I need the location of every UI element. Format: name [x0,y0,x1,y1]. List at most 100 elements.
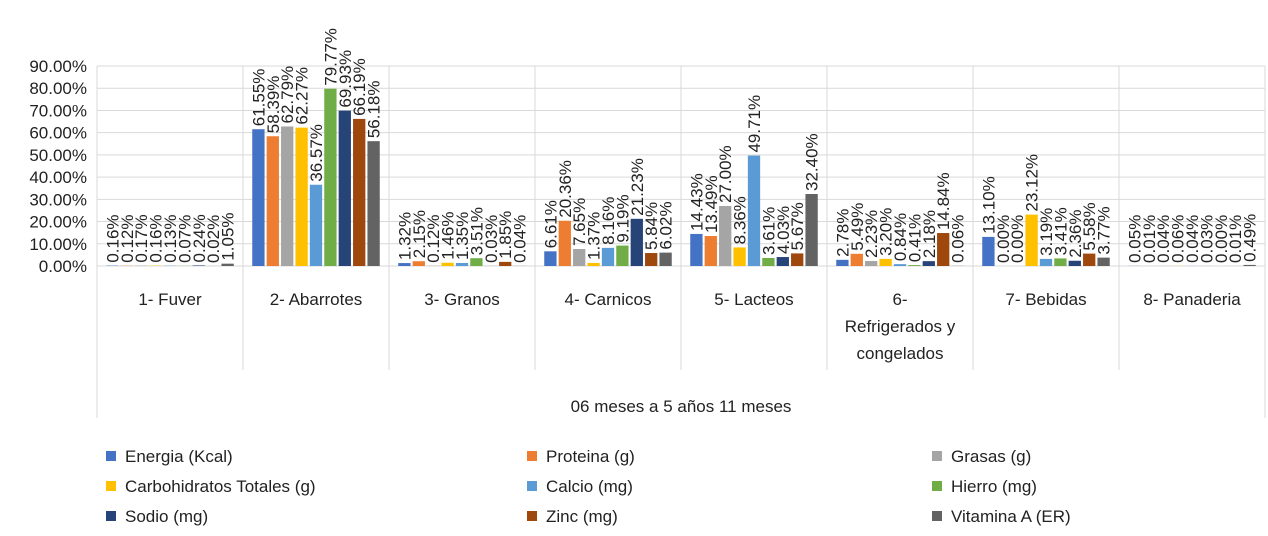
bar [805,194,818,266]
bar [836,259,849,266]
data-label: 1.46% [439,212,458,260]
bar [1243,264,1256,266]
bar [470,258,483,266]
legend-swatch [932,511,942,521]
legend-label: Sodio (mg) [125,507,208,526]
y-tick-label: 0.00% [39,257,87,276]
data-label: 66.19% [350,58,369,116]
data-label: 49.71% [745,95,764,153]
data-label: 27.00% [716,145,735,203]
data-label: 0.04% [1183,215,1202,263]
data-label: 56.18% [365,80,384,138]
y-tick-label: 80.00% [29,79,87,98]
group-label: 06 meses a 5 años 11 meses [571,397,792,416]
bar [558,220,571,266]
data-label: 14.84% [934,172,953,230]
data-label: 2.36% [1066,210,1085,258]
bar [499,261,512,266]
y-tick-label: 70.00% [29,101,87,120]
legend-label: Carbohidratos Totales (g) [125,477,316,496]
data-label: 0.00% [1008,215,1027,263]
category-label: 5- Lacteos [714,290,793,309]
legend-label: Vitamina A (ER) [951,507,1071,526]
data-label: 79.77% [321,28,340,86]
data-label: 21.23% [628,158,647,216]
data-label: 0.05% [1125,215,1144,263]
axes: 0.00% 10.00% 20.00% 30.00% 40.00% 50.00% 60.00… [29,57,1266,418]
data-label: 13.10% [979,176,998,234]
data-label: 0.01% [1226,215,1245,263]
bar [747,155,761,266]
bar [922,261,935,266]
bar [733,247,746,266]
data-label: 7.65% [570,198,589,246]
category-label: 3- Granos [424,290,500,309]
bar [776,257,789,266]
y-tick-label: 10.00% [29,235,87,254]
data-label: 2.78% [833,209,852,257]
legend-label: Zinc (mg) [546,507,618,526]
data-label: 14.43% [687,173,706,231]
legend-swatch [106,451,116,461]
data-label: 3.19% [1037,208,1056,256]
bar [893,264,907,266]
data-label: 6.61% [541,200,560,248]
data-label: 61.55% [249,69,268,127]
legend-swatch [527,451,537,461]
bar [1068,260,1081,266]
bar [338,110,351,266]
bar [719,206,732,266]
legend-label: Proteina (g) [546,447,635,466]
data-label: 2.15% [410,210,429,258]
data-label: 13.49% [702,175,721,233]
data-label: 2.18% [920,210,939,258]
bar [1025,214,1038,266]
bar [221,263,234,266]
data-label: 6.02% [657,201,676,249]
bar [1054,258,1067,266]
bar [865,261,878,266]
bar [850,253,863,266]
bar [1039,258,1053,266]
legend-label: Energia (Kcal) [125,447,233,466]
bar [412,261,425,266]
legend-swatch [932,481,942,491]
bar [908,265,921,266]
y-tick-label: 40.00% [29,168,87,187]
data-label: 9.19% [613,194,632,242]
data-label: 0.12% [424,215,443,263]
data-label: 36.57% [307,124,326,182]
data-label: 5.84% [642,202,661,250]
legend: Energia (Kcal) Proteina (g) Grasas (g) Carb… [106,447,1071,526]
data-label: 1.05% [219,212,238,260]
data-label: 3.41% [1051,207,1070,255]
data-label: 69.93% [336,50,355,108]
data-label: 8.16% [599,197,618,245]
bar [398,263,411,266]
data-labels: 0.16%0.12%0.17%0.16%0.13%0.07%0.24%0.02%… [103,28,1259,263]
y-tick-label: 60.00% [29,124,87,143]
data-label: 0.02% [204,215,223,263]
bar [309,184,323,266]
data-label: 0.12% [118,215,137,263]
bar [1097,257,1110,266]
data-label: 1.37% [585,212,604,260]
data-label: 1.85% [496,211,515,259]
bar [659,252,672,266]
bar [630,218,643,266]
legend-label: Grasas (g) [951,447,1031,466]
bar [616,245,629,266]
y-tick-label: 50.00% [29,146,87,165]
data-label: 0.17% [132,214,151,262]
bar [252,129,265,266]
data-label: 20.36% [556,160,575,218]
bar [704,236,717,266]
category-label: 1- Fuver [138,290,202,309]
bar [573,249,586,266]
data-label: 0.41% [905,214,924,262]
category-label: 6- [892,290,907,309]
data-label: 5.58% [1080,202,1099,250]
bar [353,118,366,267]
bar [281,126,294,266]
data-label: 0.04% [1154,215,1173,263]
